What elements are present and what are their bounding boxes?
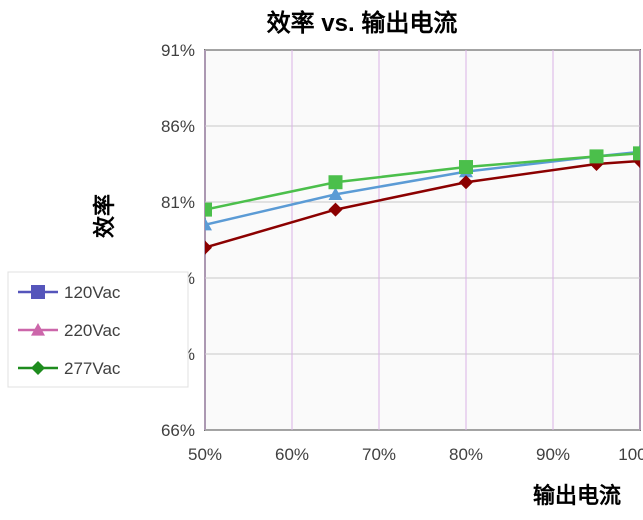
data-point bbox=[459, 175, 473, 190]
y-tick-label: 91% bbox=[161, 41, 195, 60]
x-tick-label: 80% bbox=[449, 445, 483, 464]
series-layer bbox=[205, 144, 640, 255]
series-277Vac bbox=[205, 146, 640, 217]
x-tick-label: 70% bbox=[362, 445, 396, 464]
legend-marker bbox=[31, 361, 45, 375]
x-tick-label: 100% bbox=[618, 445, 643, 464]
x-tick-label: 60% bbox=[275, 445, 309, 464]
legend-label: 220Vac bbox=[64, 321, 121, 340]
y-tick-label: 86% bbox=[161, 117, 195, 136]
chart-title: 效率 vs. 输出电流 bbox=[267, 9, 458, 37]
series-line bbox=[205, 159, 640, 249]
data-point bbox=[205, 217, 212, 231]
x-tick-label: 50% bbox=[188, 445, 222, 464]
data-point bbox=[589, 149, 604, 164]
grid bbox=[204, 49, 641, 431]
data-point bbox=[633, 146, 640, 161]
data-point bbox=[328, 202, 343, 217]
legend: 120Vac 220Vac 277Vac bbox=[7, 271, 189, 388]
legend-label: 120Vac bbox=[64, 283, 121, 302]
data-point bbox=[205, 240, 212, 255]
data-point bbox=[459, 160, 473, 175]
data-point bbox=[328, 175, 343, 190]
legend-marker bbox=[31, 323, 45, 336]
y-tick-label: 81% bbox=[161, 193, 195, 212]
legend-label: 277Vac bbox=[64, 359, 121, 378]
x-axis-label: 输出电流 bbox=[533, 483, 621, 508]
legend-marker bbox=[31, 285, 45, 299]
x-tick-label: 90% bbox=[536, 445, 570, 464]
data-point bbox=[205, 202, 212, 217]
x-ticks: 50% 60% 70% 80% 90% 100% bbox=[188, 445, 643, 464]
data-point bbox=[328, 187, 343, 200]
y-axis-label: 效率 bbox=[92, 194, 117, 238]
y-tick-label: 66% bbox=[161, 421, 195, 440]
series-line bbox=[205, 152, 640, 211]
plot-area bbox=[204, 49, 641, 431]
